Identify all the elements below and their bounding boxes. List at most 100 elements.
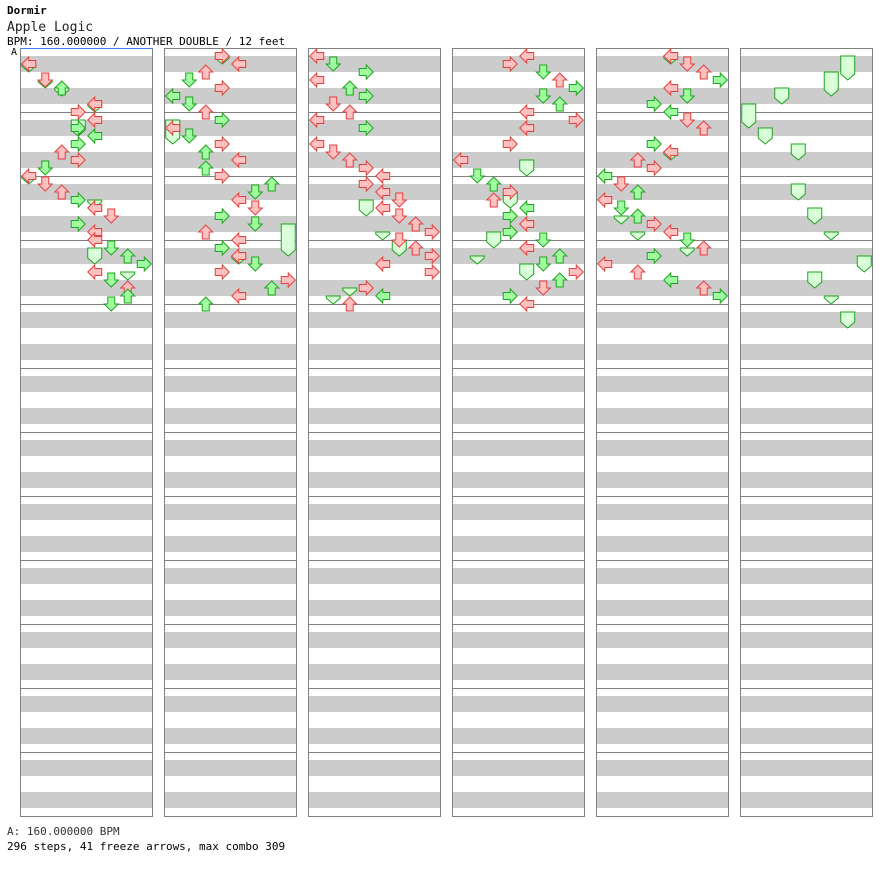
beat-stripe xyxy=(596,640,729,648)
beat-stripe xyxy=(596,400,729,408)
beat-stripe xyxy=(164,440,297,448)
beat-stripe xyxy=(452,408,585,416)
beat-stripe xyxy=(596,480,729,488)
freeze-arrow xyxy=(630,231,646,241)
beat-stripe xyxy=(596,424,729,432)
beat-stripe xyxy=(740,352,873,360)
beat-stripe xyxy=(308,424,441,432)
beat-stripe xyxy=(308,696,441,704)
beat-stripe xyxy=(452,720,585,728)
up-arrow-icon xyxy=(629,264,646,280)
beat-stripe xyxy=(20,272,153,280)
chart-column-canvas xyxy=(452,48,585,817)
beat-stripe xyxy=(596,352,729,360)
beat-stripe xyxy=(452,504,585,512)
beat-stripe xyxy=(596,64,729,72)
down-arrow-icon xyxy=(103,240,120,256)
beat-stripe xyxy=(164,632,297,640)
beat-stripe xyxy=(308,448,441,456)
beat-stripe xyxy=(452,776,585,784)
up-arrow-icon xyxy=(197,160,214,176)
beat-stripe xyxy=(740,448,873,456)
down-arrow-icon xyxy=(247,184,264,200)
beat-stripe xyxy=(452,736,585,744)
beat-stripe xyxy=(596,384,729,392)
beat-stripe xyxy=(164,48,297,56)
bpm-marker: A xyxy=(11,47,18,58)
beat-stripe xyxy=(452,568,585,576)
beat-stripe xyxy=(308,256,441,264)
freeze-arrow xyxy=(679,247,695,257)
beat-stripe xyxy=(164,264,297,272)
freeze-arrow xyxy=(375,231,391,241)
chart-column-6 xyxy=(740,48,873,817)
beat-stripe xyxy=(452,552,585,560)
beat-stripe xyxy=(596,800,729,808)
beat-stripe xyxy=(164,592,297,600)
down-arrow-icon xyxy=(679,56,696,72)
left-arrow-icon xyxy=(375,167,391,185)
beat-stripe xyxy=(164,128,297,136)
beat-stripe xyxy=(740,464,873,472)
beat-stripe xyxy=(308,808,441,816)
beat-stripe xyxy=(740,688,873,696)
beat-stripe xyxy=(20,560,153,568)
beat-stripe xyxy=(740,336,873,344)
beat-stripe xyxy=(20,768,153,776)
beat-stripe xyxy=(20,216,153,224)
right-arrow-icon xyxy=(502,183,518,201)
beat-stripe xyxy=(740,56,873,64)
beat-stripe xyxy=(164,544,297,552)
beat-stripe xyxy=(164,448,297,456)
beat-stripe xyxy=(596,600,729,608)
beat-stripe xyxy=(164,520,297,528)
left-arrow-icon xyxy=(597,167,613,185)
beat-stripe xyxy=(452,72,585,80)
beat-stripe xyxy=(308,96,441,104)
beat-stripe xyxy=(20,712,153,720)
beat-stripe xyxy=(20,776,153,784)
beat-stripe xyxy=(20,504,153,512)
beat-stripe xyxy=(596,440,729,448)
beat-stripe xyxy=(740,576,873,584)
beat-stripe xyxy=(452,56,585,64)
beat-stripe xyxy=(308,56,441,64)
beat-stripe xyxy=(596,608,729,616)
beat-stripe xyxy=(452,728,585,736)
right-arrow-icon xyxy=(358,87,374,105)
beat-stripe xyxy=(20,728,153,736)
beat-stripe xyxy=(452,480,585,488)
beat-stripe xyxy=(452,576,585,584)
beat-stripe xyxy=(452,536,585,544)
beat-stripe xyxy=(452,232,585,240)
beat-stripe xyxy=(20,624,153,632)
down-arrow-icon xyxy=(325,96,342,112)
beat-stripe xyxy=(308,560,441,568)
beat-stripe xyxy=(740,136,873,144)
up-arrow-icon xyxy=(197,104,214,120)
beat-stripe xyxy=(740,280,873,288)
beat-stripe xyxy=(452,376,585,384)
beat-stripe xyxy=(308,688,441,696)
beat-stripe xyxy=(164,392,297,400)
beat-stripe xyxy=(164,312,297,320)
left-arrow-icon xyxy=(87,199,103,217)
beat-stripe xyxy=(596,80,729,88)
beat-stripe xyxy=(596,680,729,688)
down-arrow-icon xyxy=(37,160,54,176)
beat-stripe xyxy=(596,168,729,176)
left-arrow-icon xyxy=(663,143,679,161)
right-arrow-icon xyxy=(214,48,230,65)
beat-stripe xyxy=(308,392,441,400)
beat-stripe xyxy=(596,152,729,160)
beat-stripe xyxy=(596,792,729,800)
down-arrow-icon xyxy=(679,112,696,128)
beat-stripe xyxy=(164,328,297,336)
beat-stripe xyxy=(740,552,873,560)
left-arrow-icon xyxy=(519,295,535,313)
beat-stripe xyxy=(164,344,297,352)
beat-stripe xyxy=(308,416,441,424)
beat-stripe xyxy=(308,568,441,576)
beat-stripe xyxy=(740,88,873,96)
beat-stripe xyxy=(20,488,153,496)
